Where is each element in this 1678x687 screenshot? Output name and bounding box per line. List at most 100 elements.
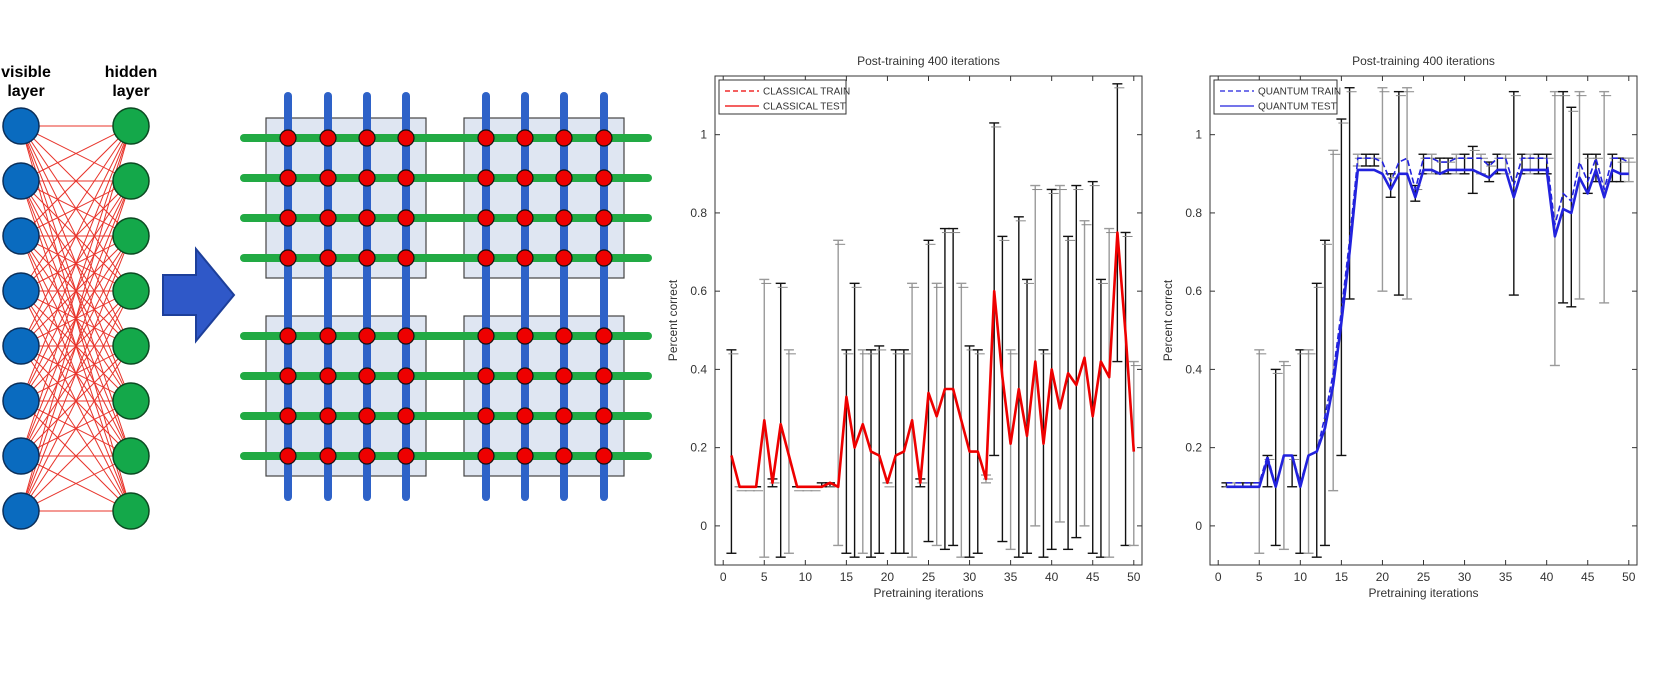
y-tick-label: 0.6 [1185,284,1202,298]
y-axis-label: Percent correct [1161,279,1175,361]
qubit-node [397,129,415,147]
qubit-node [477,169,495,187]
qubit-node [595,129,613,147]
visible-unit [2,382,40,420]
qubit-node [397,447,415,465]
y-tick-label: 0.2 [1185,441,1202,455]
qubit-node [555,169,573,187]
y-tick-label: 0.6 [690,284,707,298]
qubit-node [595,327,613,345]
qubit-node [555,447,573,465]
rbm-nodes [2,107,150,530]
qubit-node [555,129,573,147]
qubit-node [358,367,376,385]
qubit-node [397,249,415,267]
series-line-quantum-test [1226,168,1629,489]
legend-box [1213,79,1338,115]
x-tick-label: 30 [963,570,977,584]
visible-unit [2,217,40,255]
rbm-edge [20,125,132,292]
qubit-node [279,169,297,187]
rbm-diagram: visible layer hidden layer [1,64,157,530]
visible-unit [2,327,40,365]
rbm-edge [20,125,132,402]
y-tick-label: 1 [700,128,707,142]
hidden-unit [112,162,150,200]
rbm-edges [20,125,132,512]
x-tick-label: 30 [1458,570,1472,584]
rbm-edge [20,235,132,512]
visible-unit [2,492,40,530]
rbm-edge [20,125,132,512]
rbm-edge [20,125,132,347]
series-line-quantum-train [1226,157,1630,488]
series-line-classical-train [730,231,1135,488]
x-tick-label: 15 [1335,570,1349,584]
y-tick-label: 0.4 [1185,362,1202,376]
rbm-edge [20,290,132,512]
qubit-node [516,129,534,147]
visible-unit [2,162,40,200]
x-tick-label: 35 [1004,570,1018,584]
rbm-edge [20,125,132,182]
legend-label: QUANTUM TRAIN [1258,87,1341,98]
x-tick-label: 40 [1045,570,1059,584]
qubit-node [319,169,337,187]
x-tick-label: 25 [922,570,936,584]
visible-layer-label-line2: layer [7,83,44,100]
qubit-node [358,169,376,187]
qubit-node [319,209,337,227]
hidden-unit [112,327,150,365]
legend-box [718,79,847,115]
x-tick-label: 10 [799,570,813,584]
x-tick-label: 0 [720,570,727,584]
qubit-node [397,407,415,425]
y-tick-label: 0.8 [690,206,707,220]
qubit-node [319,447,337,465]
y-tick-label: 0.8 [1185,206,1202,220]
x-tick-label: 20 [1376,570,1390,584]
qubit-node [516,447,534,465]
plot-area [1209,75,1638,566]
hidden-layer-label-line1: hidden [105,64,157,81]
qubit-node [397,169,415,187]
qubit-node [279,447,297,465]
x-tick-label: 25 [1417,570,1431,584]
qubit-node [279,209,297,227]
y-tick-label: 0.4 [690,362,707,376]
qubit-node [279,367,297,385]
x-tick-label: 45 [1581,570,1595,584]
qubit-node [516,169,534,187]
x-tick-label: 10 [1294,570,1308,584]
hidden-unit [112,437,150,475]
qubit-node [358,407,376,425]
legend-label: CLASSICAL TEST [763,102,846,113]
qubit-node [319,367,337,385]
y-tick-label: 1 [1195,128,1202,142]
y-tick-label: 0.2 [690,441,707,455]
hidden-unit [112,272,150,310]
qubit-node [319,327,337,345]
qubit-node [555,367,573,385]
y-tick-label: 0 [1195,519,1202,533]
chimera-graph-diagram [240,92,652,501]
qubit-node [279,407,297,425]
hidden-unit [112,107,150,145]
qubit-node [477,367,495,385]
visible-unit [2,272,40,310]
x-tick-label: 40 [1540,570,1554,584]
qubit-node [555,407,573,425]
qubit-node [358,249,376,267]
hidden-layer-label-line2: layer [112,83,149,100]
qubit-node [397,209,415,227]
qubit-node [595,407,613,425]
right-arrow-icon [162,246,236,344]
qubit-node [319,407,337,425]
x-tick-label: 5 [761,570,768,584]
x-tick-label: 45 [1086,570,1100,584]
x-tick-label: 50 [1622,570,1636,584]
x-tick-label: 15 [840,570,854,584]
qubit-node [595,169,613,187]
x-tick-label: 35 [1499,570,1513,584]
